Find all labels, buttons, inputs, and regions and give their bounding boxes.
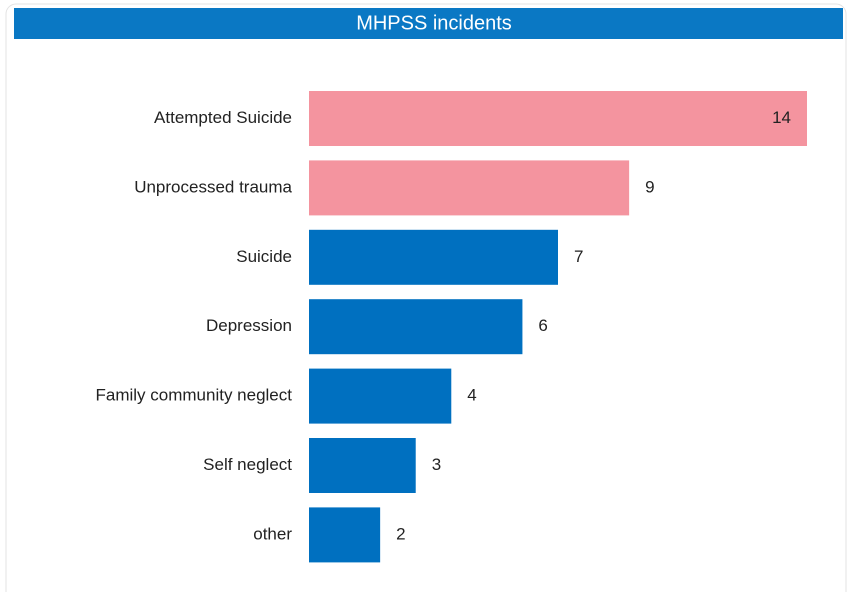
bar: [309, 229, 558, 285]
category-label: Attempted Suicide: [154, 108, 292, 127]
value-label: 2: [396, 524, 405, 543]
category-label: Family community neglect: [95, 386, 292, 405]
value-label: 14: [772, 108, 791, 127]
value-label: 7: [574, 247, 583, 266]
bar: [309, 507, 381, 563]
bar: [309, 438, 416, 493]
bar: [309, 91, 807, 146]
bar: [309, 299, 523, 355]
card: [5, 3, 847, 592]
category-label: other: [253, 524, 292, 543]
value-label: 9: [645, 177, 654, 196]
value-label: 6: [538, 316, 547, 335]
category-label: Depression: [206, 316, 292, 335]
chart-title: MHPSS incidents: [356, 12, 512, 34]
category-label: Suicide: [236, 247, 292, 266]
value-label: 4: [467, 386, 476, 405]
category-label: Unprocessed trauma: [134, 177, 292, 196]
title-bar: [14, 8, 843, 39]
value-label: 3: [432, 455, 441, 474]
bar: [309, 160, 630, 216]
category-label: Self neglect: [203, 455, 292, 474]
bar: [309, 368, 452, 424]
